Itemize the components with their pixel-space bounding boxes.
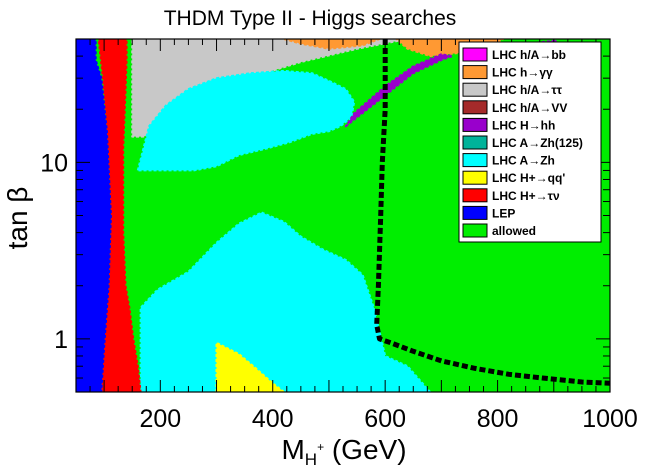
legend-swatch-allowed bbox=[462, 223, 488, 238]
region-lhc-a-zh-4 bbox=[136, 69, 356, 172]
legend-label-lep: LEP bbox=[492, 206, 515, 220]
legend-swatch-lhc-h bbox=[462, 188, 488, 203]
x-tick-label-400: 400 bbox=[252, 405, 294, 433]
legend-swatch-lhc-h-hh bbox=[462, 117, 488, 132]
x-tick-label-1000: 1000 bbox=[582, 405, 638, 433]
legend-swatch-lhc-h-a-bb bbox=[462, 47, 488, 62]
y-axis-label: tan β bbox=[2, 187, 33, 250]
legend-label-lhc-a-zh: LHC A→Zh bbox=[492, 154, 555, 168]
legend-swatch-lhc-h bbox=[462, 65, 488, 80]
legend-label-lhc-h-a-bb: LHC h/A→bb bbox=[492, 48, 566, 62]
region-lhc-a-zh-5 bbox=[139, 211, 432, 392]
legend-swatch-lep bbox=[462, 205, 488, 220]
legend-swatch-lhc-a-zh-125 bbox=[462, 135, 488, 150]
y-axis-ticks bbox=[76, 38, 610, 393]
region-lhc-h--2 bbox=[283, 39, 381, 50]
y-axis-tick-labels: 1 10 bbox=[40, 149, 68, 353]
region-lhc-h-a--1 bbox=[131, 39, 409, 138]
legend-label-lhc-h: LHC H+→τν bbox=[492, 189, 560, 203]
legend-swatch-lhc-h-a-vv bbox=[462, 100, 488, 115]
y-tick-label-1: 1 bbox=[54, 326, 68, 354]
legend-swatch-lhc-h-qq bbox=[462, 170, 488, 185]
chart-title: THDM Type II - Higgs searches bbox=[164, 7, 457, 30]
x-axis-label: MH+ (GeV) bbox=[281, 434, 406, 469]
legend: LHC h/A→bb LHC h→γγ LHC h/A→ττ LHC h/A→VV LH… bbox=[458, 41, 602, 243]
x-tick-label-800: 800 bbox=[477, 405, 519, 433]
legend-label-lhc-h: LHC h→γγ bbox=[492, 66, 553, 80]
region-lhc-h-qq--6 bbox=[215, 341, 285, 392]
legend-label-lhc-h-hh: LHC H→hh bbox=[492, 118, 555, 132]
region-lhc-h-hh-10 bbox=[344, 53, 454, 128]
legend-swatch-lhc-a-zh bbox=[462, 153, 488, 168]
legend-label-allowed: allowed bbox=[492, 224, 536, 238]
legend-label-lhc-a-zh-125: LHC A→Zh(125) bbox=[492, 136, 583, 150]
legend-label-lhc-h-a-vv: LHC h/A→VV bbox=[492, 101, 567, 115]
x-tick-label-200: 200 bbox=[139, 405, 181, 433]
x-axis-tick-labels: 200 400 600 800 1000 bbox=[139, 405, 637, 433]
legend-label-lhc-h-a: LHC h/A→ττ bbox=[492, 83, 563, 97]
x-tick-label-600: 600 bbox=[364, 405, 406, 433]
legend-swatch-lhc-h-a bbox=[462, 82, 488, 97]
region-lep-9 bbox=[76, 39, 112, 392]
y-tick-label-10: 10 bbox=[40, 149, 68, 177]
legend-label-lhc-h-qq: LHC H+→qq' bbox=[492, 171, 565, 185]
